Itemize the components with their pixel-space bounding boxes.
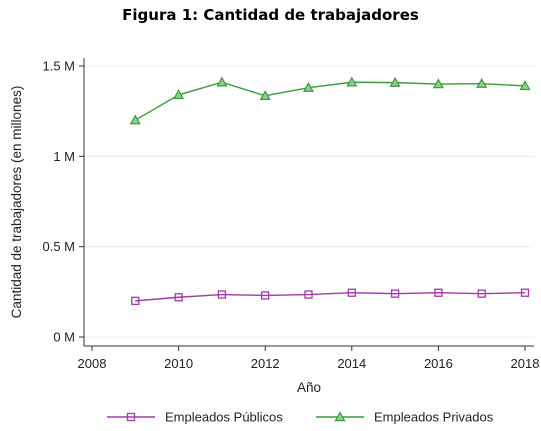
data-point (174, 293, 183, 302)
data-point (173, 89, 185, 100)
data-point (434, 288, 443, 297)
data-point (432, 78, 444, 89)
legend-label: Empleados Privados (374, 410, 494, 425)
data-point (346, 76, 358, 87)
data-point (520, 288, 530, 297)
x-tick-label: 2012 (251, 356, 280, 371)
legend-marker (334, 411, 346, 422)
data-point (259, 90, 271, 101)
y-tick-label: 1.5 M (42, 59, 75, 74)
series-2 (129, 76, 531, 125)
data-point (519, 80, 531, 91)
data-point (477, 289, 486, 298)
legend-marker (126, 412, 136, 422)
data-point (476, 77, 488, 88)
grid-lines (84, 65, 534, 338)
data-point (261, 291, 270, 300)
y-tick-label: 0 M (53, 330, 75, 345)
data-point (131, 296, 140, 306)
series-line (135, 292, 526, 302)
y-axis-title: Cantidad de trabajadores (en millones) (9, 86, 24, 319)
legend-label: Empleados Públicos (165, 410, 283, 425)
series-line (134, 81, 526, 121)
data-point (216, 76, 228, 87)
chart-title: Figura 1: Cantidad de trabajadores (122, 6, 419, 24)
x-tick-label: 2016 (424, 356, 453, 371)
legend: Empleados Públicos Empleados Privados (107, 410, 494, 425)
series-layer (129, 76, 531, 306)
x-tick-label: 2014 (337, 356, 366, 371)
axes: 0 M 0.5 M 1 M 1.5 M 2008 2010 2012 2014 2016 2018… (9, 58, 539, 395)
x-tick-label: 2010 (164, 356, 193, 371)
y-tick-label: 0.5 M (42, 239, 75, 254)
data-point (390, 289, 400, 298)
data-point (129, 114, 141, 125)
x-axis-title: Año (297, 380, 321, 395)
x-tick-label: 2018 (511, 356, 540, 371)
data-point (347, 288, 356, 297)
data-point (304, 290, 313, 299)
series-1 (131, 288, 530, 306)
y-tick-label: 1 M (53, 149, 75, 164)
x-tick-label: 2008 (78, 356, 107, 371)
data-point (217, 290, 227, 299)
legend-item-1: Empleados Públicos (107, 410, 283, 425)
data-point (389, 76, 401, 87)
legend-item-2: Empleados Privados (316, 410, 494, 425)
data-point (302, 81, 315, 92)
